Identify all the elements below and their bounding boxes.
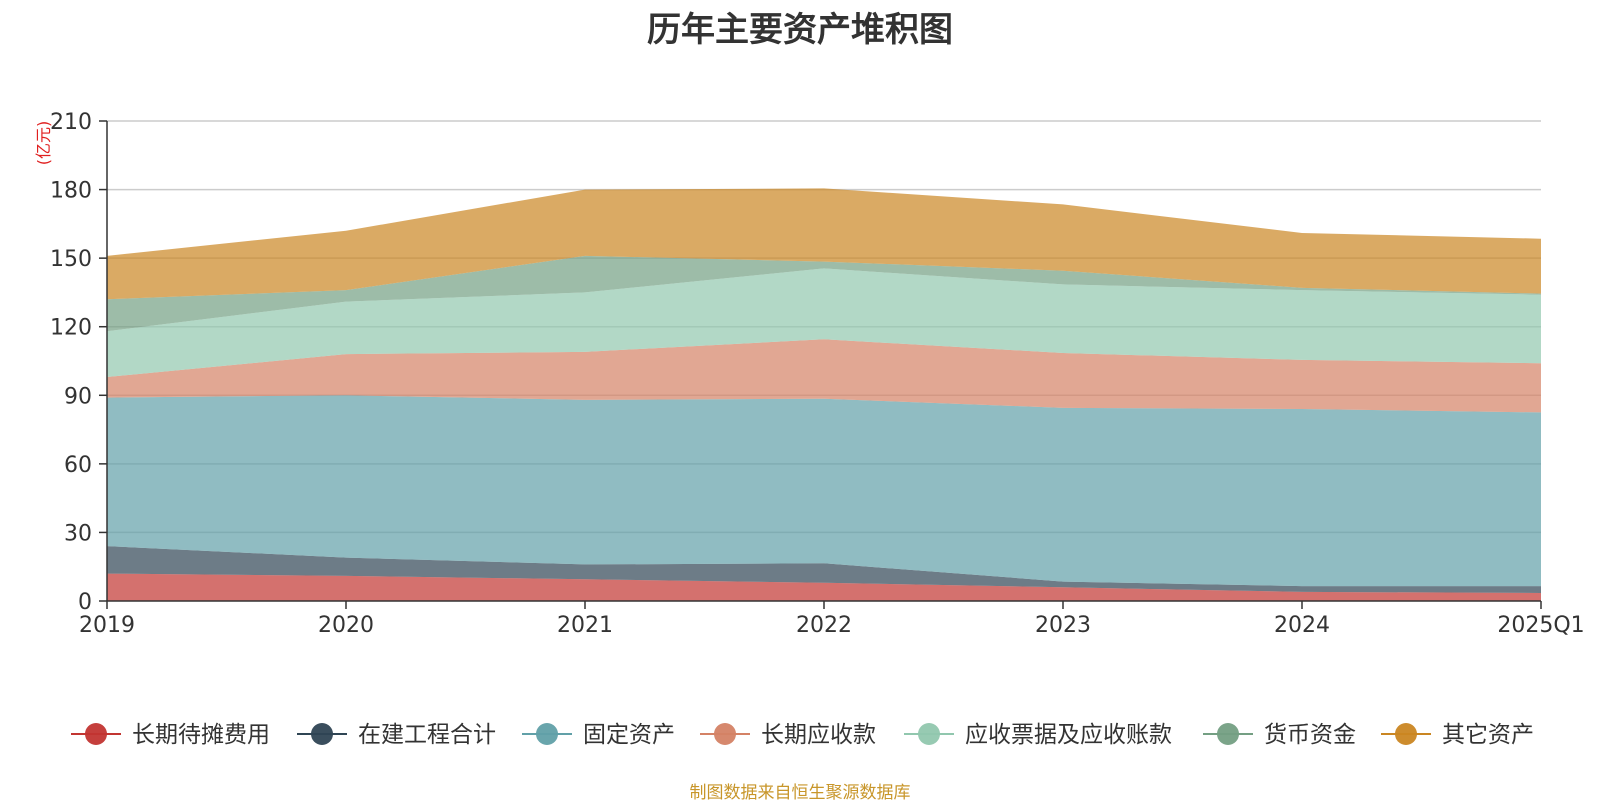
y-tick-label: 30: [64, 521, 92, 546]
x-tick-label: 2021: [557, 613, 613, 638]
y-tick-label: 60: [64, 453, 92, 478]
legend-label: 应收票据及应收账款: [965, 722, 1172, 748]
area-series-1: [107, 573, 1541, 601]
axes: 0 30 60 90 120 150 180 210 2019 2020 2021 2022 2023 2…: [50, 110, 1585, 638]
x-tick-label: 2023: [1035, 613, 1091, 638]
unit-label: (亿元): [34, 121, 53, 166]
y-tick-label: 0: [78, 590, 92, 615]
area-series: [107, 188, 1541, 601]
legend-label: 长期应收款: [761, 722, 876, 748]
y-tick-label: 180: [50, 179, 92, 204]
area-series-4: [107, 339, 1541, 413]
x-tick-label: 2022: [796, 613, 852, 638]
legend-marker-icon: [311, 723, 333, 745]
y-tick-label: 120: [50, 316, 92, 341]
legend-marker-icon: [714, 723, 736, 745]
legend-marker-icon: [918, 723, 940, 745]
legend-item-6: 货币资金: [1203, 722, 1356, 748]
y-tick-label: 90: [64, 384, 92, 409]
chart-title: 历年主要资产堆积图: [647, 10, 953, 50]
legend-marker-icon: [1395, 723, 1417, 745]
x-tick-label: 2024: [1274, 613, 1330, 638]
y-tick-label: 150: [50, 247, 92, 272]
legend-item-2: 在建工程合计: [297, 722, 496, 748]
x-tick-label: 2019: [79, 613, 135, 638]
legend-label: 货币资金: [1264, 722, 1356, 748]
x-tick-label: 2020: [318, 613, 374, 638]
legend-label: 在建工程合计: [358, 722, 496, 748]
x-tick-label: 2025Q1: [1497, 613, 1584, 638]
legend-label: 固定资产: [583, 722, 675, 748]
area-series-7: [107, 188, 1541, 300]
legend-marker-icon: [1217, 723, 1239, 745]
legend: 长期待摊费用 在建工程合计 固定资产 长期应收款 应收票据及应收账款 货币资金 其它资产: [71, 722, 1534, 748]
legend-marker-icon: [536, 723, 558, 745]
area-series-3: [107, 395, 1541, 587]
area-series-6: [107, 255, 1541, 332]
legend-item-4: 长期应收款: [700, 722, 876, 748]
area-series-2: [107, 546, 1541, 593]
legend-item-3: 固定资产: [522, 722, 675, 748]
legend-item-5: 应收票据及应收账款: [904, 722, 1172, 748]
legend-label: 其它资产: [1442, 722, 1534, 748]
y-tick-label: 210: [50, 110, 92, 135]
legend-item-7: 其它资产: [1381, 722, 1534, 748]
legend-label: 长期待摊费用: [132, 722, 270, 748]
area-series-5: [107, 268, 1541, 377]
legend-marker-icon: [85, 723, 107, 745]
source-note: 制图数据来自恒生聚源数据库: [689, 783, 911, 803]
legend-item-1: 长期待摊费用: [71, 722, 270, 748]
